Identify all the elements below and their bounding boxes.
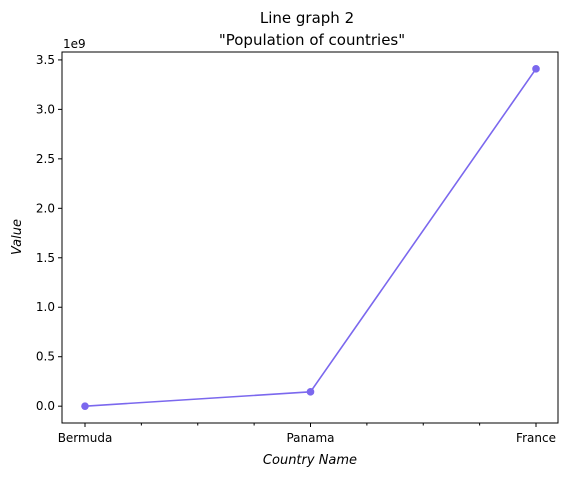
y-tick-label: 1.5 (36, 251, 55, 265)
y-tick-label: 0.0 (36, 399, 55, 413)
y-tick-label: 2.0 (36, 201, 55, 215)
data-point (532, 65, 540, 73)
chart-subtitle: "Population of countries" (219, 31, 405, 49)
x-tick-label: Bermuda (58, 431, 113, 445)
y-tick-label: 0.5 (36, 350, 55, 364)
y-tick-label: 3.0 (36, 102, 55, 116)
y-tick-label: 1.0 (36, 300, 55, 314)
x-tick-label: France (516, 431, 556, 445)
series-line (84, 68, 537, 407)
plot-area-frame (61, 51, 559, 424)
y-tick-label: 2.5 (36, 152, 55, 166)
x-axis-ticks: Bermuda Panama France (58, 423, 556, 445)
data-point (306, 388, 315, 396)
x-tick-label: Panama (286, 431, 334, 445)
y-axis-ticks: 0.0 0.5 1.0 1.5 2.0 2.5 3.0 3.5 (36, 53, 62, 413)
data-point (81, 402, 89, 410)
x-axis-label: Country Name (263, 453, 357, 468)
series-layer (81, 65, 540, 410)
chart-title: Line graph 2 (260, 9, 354, 27)
y-axis-label: Value (10, 219, 25, 255)
y-tick-label: 3.5 (36, 53, 55, 67)
y-axis-offset-label: 1e9 (63, 37, 86, 51)
